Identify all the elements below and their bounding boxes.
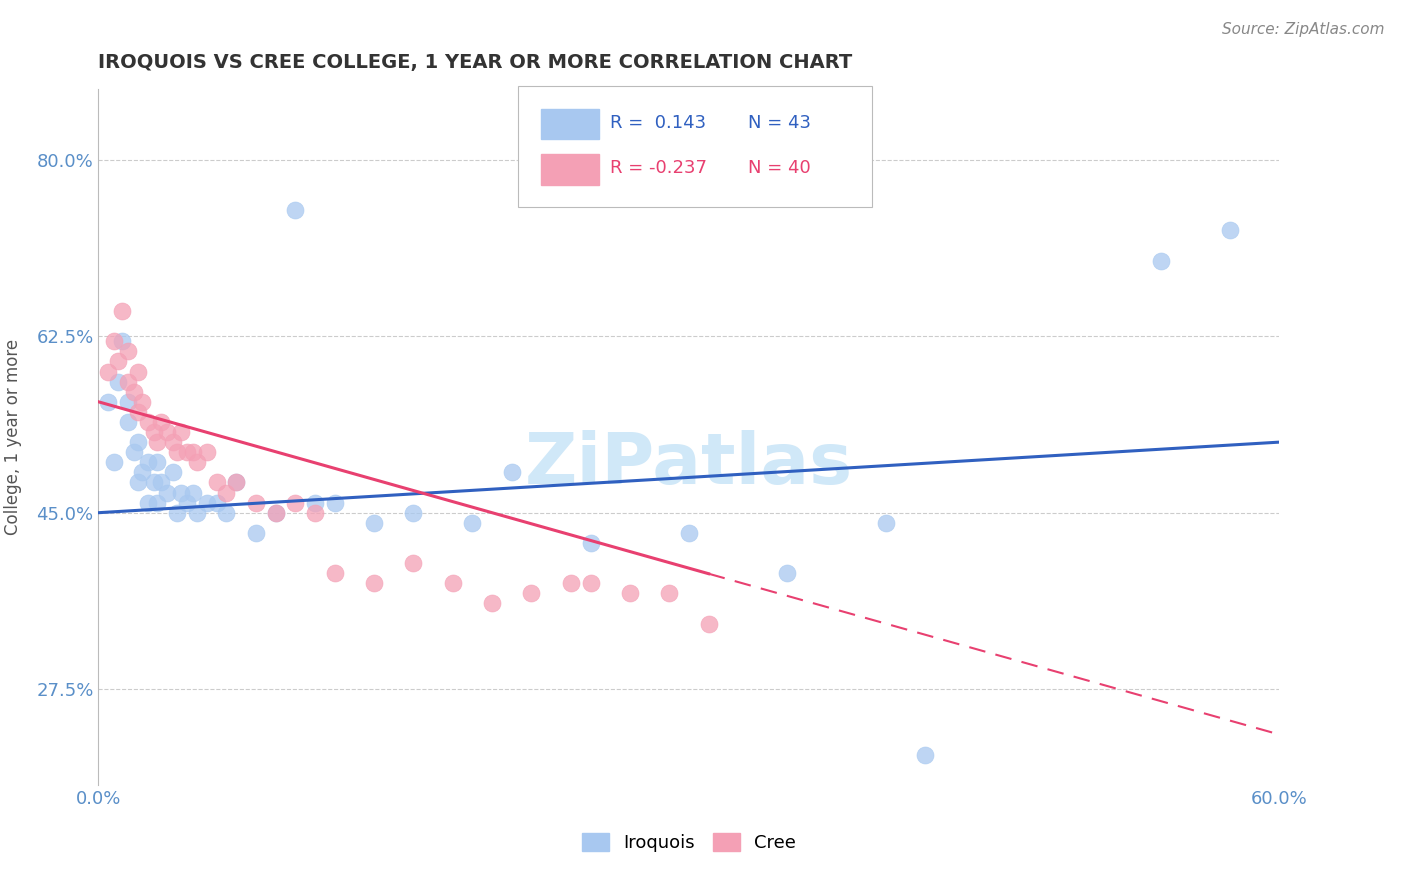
Point <box>103 334 125 349</box>
Point <box>323 566 346 581</box>
Point <box>579 576 602 591</box>
Legend: Iroquois, Cree: Iroquois, Cree <box>575 826 803 859</box>
Point <box>136 455 159 469</box>
Point <box>284 495 307 509</box>
Point <box>245 525 267 540</box>
Point <box>284 203 307 218</box>
Point <box>97 394 120 409</box>
Point <box>162 435 184 450</box>
Point <box>166 445 188 459</box>
Point <box>402 506 425 520</box>
Point <box>323 495 346 509</box>
Point <box>127 365 149 379</box>
Point <box>136 495 159 509</box>
Point <box>304 495 326 509</box>
Point <box>560 576 582 591</box>
Point <box>170 485 193 500</box>
Point <box>402 556 425 570</box>
Point <box>146 435 169 450</box>
Text: R = -0.237: R = -0.237 <box>610 159 707 177</box>
Point <box>461 516 484 530</box>
Point <box>481 597 503 611</box>
Text: N = 43: N = 43 <box>748 113 811 132</box>
Point <box>215 485 238 500</box>
Point <box>875 516 897 530</box>
Point <box>117 415 139 429</box>
Point <box>122 384 145 399</box>
Point <box>181 445 204 459</box>
Point <box>245 495 267 509</box>
Point <box>111 334 134 349</box>
Point <box>162 466 184 480</box>
Point <box>131 466 153 480</box>
Point <box>914 747 936 762</box>
Point <box>170 425 193 439</box>
Text: R =  0.143: R = 0.143 <box>610 113 706 132</box>
Point <box>156 425 179 439</box>
Point <box>363 576 385 591</box>
Point <box>111 304 134 318</box>
Point <box>117 394 139 409</box>
Point <box>117 375 139 389</box>
Point <box>215 506 238 520</box>
Point <box>107 375 129 389</box>
Point <box>150 415 173 429</box>
Text: ZiPatlas: ZiPatlas <box>524 431 853 500</box>
Point <box>579 536 602 550</box>
Y-axis label: College, 1 year or more: College, 1 year or more <box>4 339 22 535</box>
Point <box>103 455 125 469</box>
Point <box>107 354 129 368</box>
Point <box>142 475 165 490</box>
Point <box>176 445 198 459</box>
Point <box>127 405 149 419</box>
Point <box>619 586 641 600</box>
Point <box>166 506 188 520</box>
FancyBboxPatch shape <box>541 109 599 139</box>
Point <box>678 525 700 540</box>
Text: IROQUOIS VS CREE COLLEGE, 1 YEAR OR MORE CORRELATION CHART: IROQUOIS VS CREE COLLEGE, 1 YEAR OR MORE… <box>98 54 852 72</box>
Point <box>1219 223 1241 237</box>
Point <box>205 475 228 490</box>
Text: N = 40: N = 40 <box>748 159 811 177</box>
Point <box>304 506 326 520</box>
Point <box>176 495 198 509</box>
Text: Source: ZipAtlas.com: Source: ZipAtlas.com <box>1222 22 1385 37</box>
Point <box>225 475 247 490</box>
Point <box>142 425 165 439</box>
Point <box>264 506 287 520</box>
Point <box>195 445 218 459</box>
Point <box>520 586 543 600</box>
Point <box>264 506 287 520</box>
Point <box>205 495 228 509</box>
Point <box>136 415 159 429</box>
Point <box>127 435 149 450</box>
Point <box>146 455 169 469</box>
Point <box>186 455 208 469</box>
Point <box>122 445 145 459</box>
Point <box>97 365 120 379</box>
Point <box>225 475 247 490</box>
Point <box>441 576 464 591</box>
Point <box>127 475 149 490</box>
Point <box>697 616 720 631</box>
Point <box>117 344 139 359</box>
Point <box>658 586 681 600</box>
Point <box>195 495 218 509</box>
Point <box>131 394 153 409</box>
Point <box>181 485 204 500</box>
Point <box>501 466 523 480</box>
Point <box>146 495 169 509</box>
Point <box>156 485 179 500</box>
FancyBboxPatch shape <box>541 154 599 185</box>
Point <box>150 475 173 490</box>
Point <box>186 506 208 520</box>
Point <box>1150 253 1173 268</box>
Point <box>363 516 385 530</box>
Point <box>776 566 799 581</box>
FancyBboxPatch shape <box>517 86 872 208</box>
